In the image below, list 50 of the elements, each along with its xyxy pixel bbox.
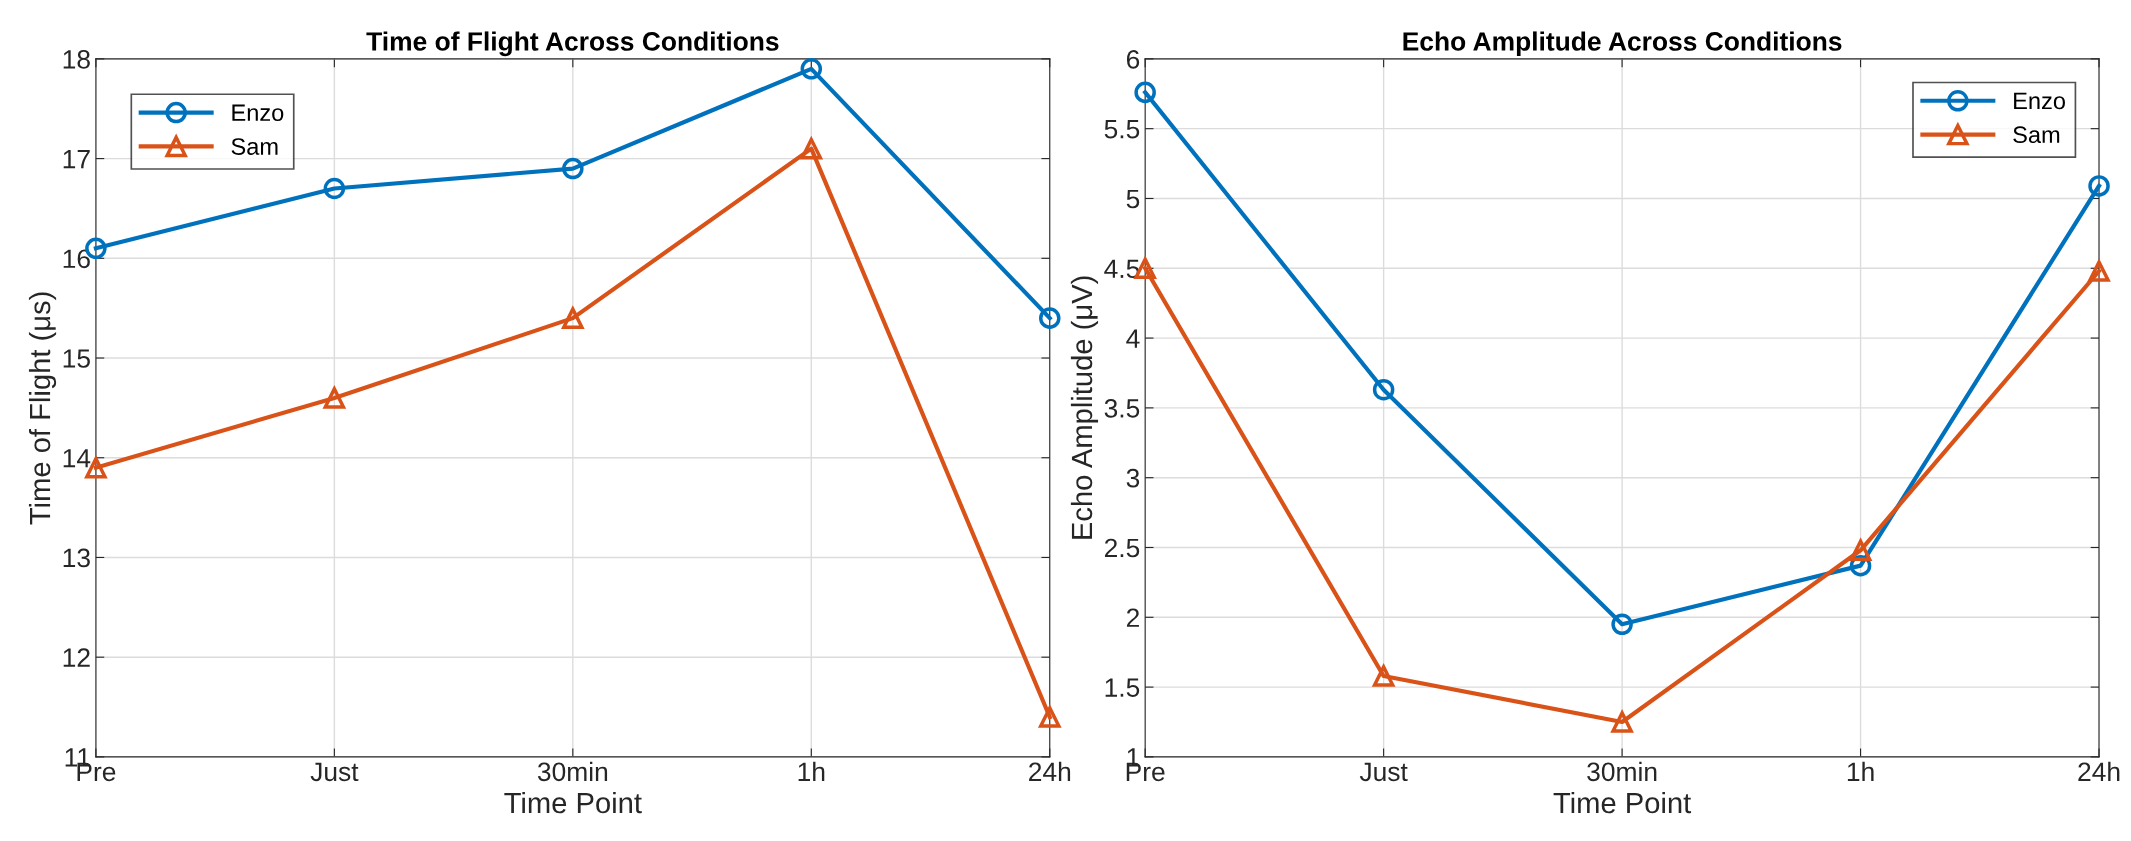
- point: [2088, 175, 2110, 197]
- point: [799, 135, 823, 160]
- x-axis-title: Time Point: [504, 791, 642, 814]
- y-axis-title: Time of Flight (μs): [28, 292, 57, 525]
- chart-title: Time of Flight Across Conditions: [366, 31, 779, 57]
- y-tick-label: 13: [63, 548, 90, 568]
- point: [562, 157, 584, 180]
- y-axis-title: Echo Amplitude (μV): [1070, 276, 1099, 539]
- x-tick-label: 30min: [537, 761, 608, 782]
- x-tick-label: 1h: [798, 761, 825, 781]
- y-tick-label: 12: [63, 648, 90, 667]
- y-tick-label: 16: [63, 249, 90, 269]
- x-tick-label: 24h: [1029, 761, 1071, 781]
- y-tick-label: 3.5: [1104, 399, 1140, 418]
- chart-title: Echo Amplitude Across Conditions: [1403, 31, 1842, 57]
- y-tick-label: 1.5: [1105, 678, 1140, 697]
- x-tick-label: 30min: [1587, 761, 1657, 782]
- y-tick-label: 2.5: [1104, 538, 1140, 558]
- legend-label: Sam: [2013, 126, 2060, 144]
- point: [323, 177, 346, 200]
- y-tick-label: 18: [63, 50, 90, 69]
- y-tick-label: 2: [1126, 608, 1139, 627]
- point: [2088, 260, 2110, 282]
- legend-label: Enzo: [232, 104, 284, 122]
- point: [1039, 706, 1061, 728]
- point: [1611, 613, 1633, 636]
- y-tick-label: 5: [1126, 189, 1140, 209]
- y-tick-label: 4: [1126, 329, 1140, 348]
- x-tick-label: Just: [1359, 762, 1408, 782]
- y-tick-label: 3: [1126, 468, 1140, 488]
- legend-label: Sam: [231, 138, 278, 155]
- point: [1134, 81, 1156, 104]
- point: [1039, 307, 1061, 329]
- y-tick-label: 6: [1126, 50, 1140, 69]
- x-tick-label: 1h: [1847, 761, 1874, 781]
- point: [1372, 665, 1395, 687]
- x-tick-label: Just: [310, 762, 359, 782]
- y-tick-label: 15: [63, 349, 90, 368]
- y-tick-label: 14: [63, 449, 91, 468]
- point: [1372, 378, 1395, 401]
- x-axis-title: Time Point: [1553, 791, 1692, 814]
- point: [800, 58, 823, 80]
- y-tick-label: 5.5: [1104, 120, 1140, 139]
- legend-label: Enzo: [2014, 92, 2065, 110]
- point: [323, 387, 346, 409]
- x-tick-label: 24h: [2078, 761, 2120, 781]
- point: [1611, 711, 1633, 733]
- point: [1849, 537, 1873, 562]
- point: [562, 307, 584, 329]
- y-tick-label: 17: [63, 150, 90, 169]
